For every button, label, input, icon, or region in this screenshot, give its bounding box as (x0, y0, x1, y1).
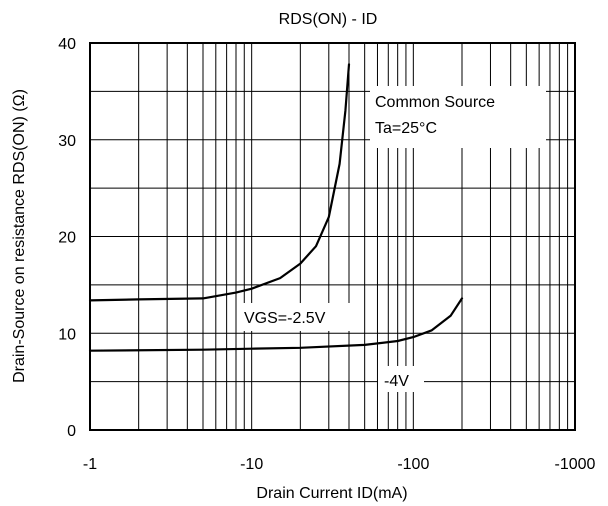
y-axis-label: Drain-Source on resistance RDS(ON) (Ω) (11, 89, 28, 383)
series-line-2 (88, 297, 464, 352)
x-tick-label: -100 (397, 456, 429, 473)
tick-labels: -1 -10 -100 -1000 0 10 20 30 40 (58, 36, 595, 473)
x-tick-label: -1 (83, 456, 97, 473)
x-tick-label: -10 (240, 456, 263, 473)
annotation-temperature: Ta=25°C (375, 120, 437, 137)
series-label-background (238, 303, 358, 331)
series: VGS=-2.5V -4V (88, 63, 464, 390)
y-tick-label: 30 (58, 133, 76, 150)
x-tick-label: -1000 (555, 456, 596, 473)
y-tick-label: 20 (58, 230, 76, 247)
y-tick-label: 0 (67, 423, 76, 440)
series-label-2: -4V (384, 373, 409, 390)
chart-title: RDS(ON) - ID (279, 11, 378, 28)
label-backgrounds (238, 86, 546, 392)
annotation-background (370, 86, 546, 148)
series-line-1 (88, 63, 351, 302)
series-label-1: VGS=-2.5V (244, 310, 326, 327)
x-axis-label: Drain Current ID(mA) (256, 485, 407, 502)
series-label-background (378, 366, 424, 392)
annotation-common-source: Common Source (375, 94, 495, 111)
plot-frame (89, 42, 576, 431)
y-tick-label: 10 (58, 326, 76, 343)
y-tick-label: 40 (58, 36, 76, 53)
grid (90, 43, 575, 430)
